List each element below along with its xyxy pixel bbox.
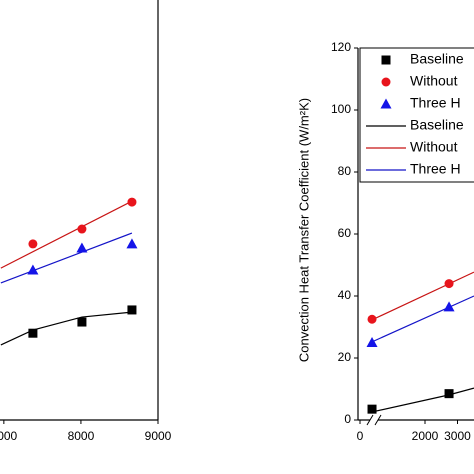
x-tick-label: 2000: [412, 429, 439, 443]
y-tick-label: 120: [331, 40, 351, 54]
legend-label: Without: [410, 139, 458, 155]
marker: [381, 77, 391, 87]
x-tick-label: 9000: [145, 429, 172, 443]
legend-label: Without: [410, 73, 458, 89]
legend-label: Baseline: [410, 117, 464, 133]
y-tick-label: 40: [338, 288, 352, 302]
marker: [443, 301, 455, 312]
marker: [127, 305, 137, 315]
legend-label: Baseline: [410, 51, 464, 67]
marker: [126, 238, 138, 249]
marker: [28, 239, 38, 249]
marker: [444, 279, 454, 289]
fit-line: [0, 232, 133, 284]
fit-line: [371, 271, 474, 321]
y-tick-label: 60: [338, 226, 352, 240]
marker: [380, 98, 392, 109]
marker: [381, 55, 391, 65]
fit-line: [0, 200, 133, 269]
x-tick-label: 0: [357, 429, 364, 443]
y-tick-label: 20: [338, 350, 352, 364]
marker: [27, 264, 39, 275]
axis-break: [366, 414, 382, 426]
marker: [444, 389, 454, 399]
legend-label: Three H: [410, 95, 461, 111]
marker: [367, 314, 377, 324]
x-tick-label: 8000: [68, 429, 95, 443]
y-tick-label: 0: [344, 412, 351, 426]
fit-line: [371, 295, 474, 343]
x-tick-label: 7000: [0, 429, 18, 443]
x-tick-label: 3000: [444, 429, 471, 443]
marker: [77, 317, 87, 327]
marker: [367, 404, 377, 414]
marker: [127, 197, 137, 207]
axis-break-gap: [370, 417, 378, 423]
legend-label: Three H: [410, 161, 461, 177]
y-axis-label: Convection Heat Transfer Coefficient (W/…: [296, 98, 311, 362]
marker: [77, 224, 87, 234]
marker: [76, 242, 88, 253]
y-tick-label: 100: [331, 102, 351, 116]
y-tick-label: 80: [338, 164, 352, 178]
marker: [28, 328, 38, 338]
fit-line: [0, 311, 133, 346]
marker: [366, 337, 378, 347]
legend: [359, 47, 474, 183]
